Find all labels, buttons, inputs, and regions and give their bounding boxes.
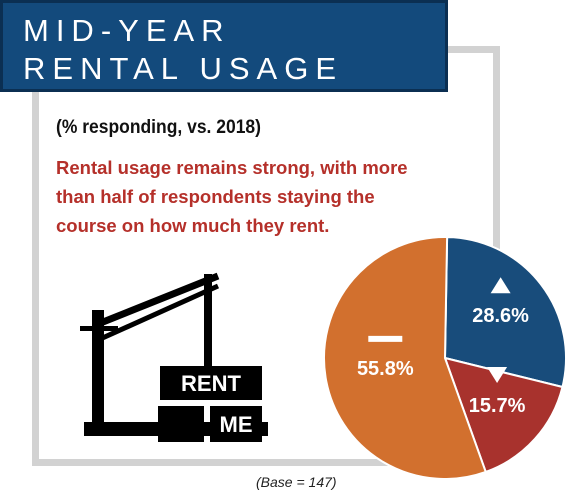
sign-word-rent: RENT — [181, 371, 241, 396]
crane-icon — [80, 272, 268, 442]
pie-slice-label-1: 15.7% — [469, 395, 526, 417]
pie-chart: 28.6% 15.7% 55.8% — [323, 238, 567, 478]
triangle-up-icon — [490, 277, 511, 294]
pie-slice-1 — [443, 356, 564, 474]
pie-slice-label-0: 28.6% — [472, 305, 529, 327]
triangle-down-icon — [487, 367, 508, 384]
chart-description: Rental usage remains strong, with more t… — [56, 157, 408, 236]
title-line-2: RENTAL USAGE — [23, 51, 343, 86]
pie-slice-label-2: 55.8% — [357, 358, 414, 380]
title-line-1: MID-YEAR — [23, 13, 231, 48]
pie-slice-2 — [323, 238, 488, 478]
base-note: (Base = 147) — [256, 474, 337, 490]
crane-illustration: RENT ME — [80, 272, 268, 442]
pie-slice-0 — [443, 238, 567, 389]
dash-icon — [368, 335, 403, 342]
sign-word-me: ME — [220, 412, 253, 437]
chart-subtitle: (% responding, vs. 2018) — [56, 117, 261, 138]
title-banner: MID-YEAR RENTAL USAGE — [0, 0, 448, 92]
